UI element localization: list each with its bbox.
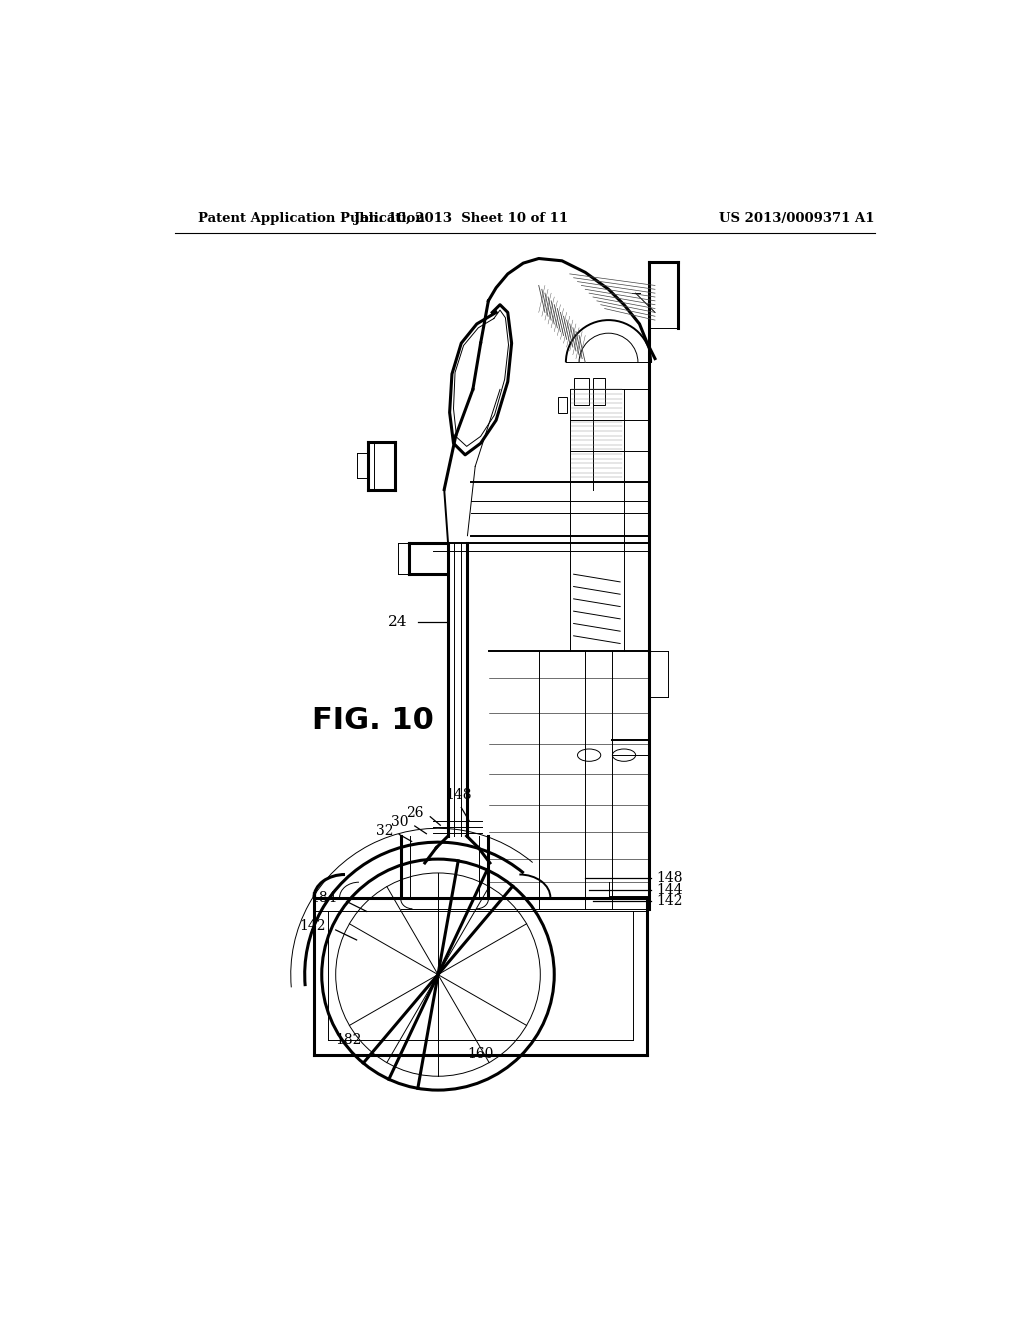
Text: 144: 144: [656, 883, 683, 896]
Text: 142: 142: [656, 895, 683, 908]
Text: 148: 148: [445, 788, 472, 803]
Text: US 2013/0009371 A1: US 2013/0009371 A1: [719, 213, 874, 224]
Text: Patent Application Publication: Patent Application Publication: [198, 213, 425, 224]
Text: 32: 32: [376, 824, 393, 838]
Text: 142: 142: [299, 919, 326, 933]
Text: 160: 160: [467, 1047, 494, 1061]
Text: 182: 182: [336, 1034, 362, 1047]
Text: 148: 148: [656, 871, 683, 886]
Bar: [593, 378, 604, 405]
Text: FIG. 10: FIG. 10: [312, 706, 434, 735]
Text: 26: 26: [407, 807, 424, 820]
Bar: [573, 378, 589, 405]
Text: 30: 30: [391, 816, 409, 829]
Text: 24: 24: [387, 615, 407, 628]
Text: 184: 184: [310, 891, 337, 904]
Bar: [558, 397, 567, 412]
Text: Jan. 10, 2013  Sheet 10 of 11: Jan. 10, 2013 Sheet 10 of 11: [354, 213, 568, 224]
